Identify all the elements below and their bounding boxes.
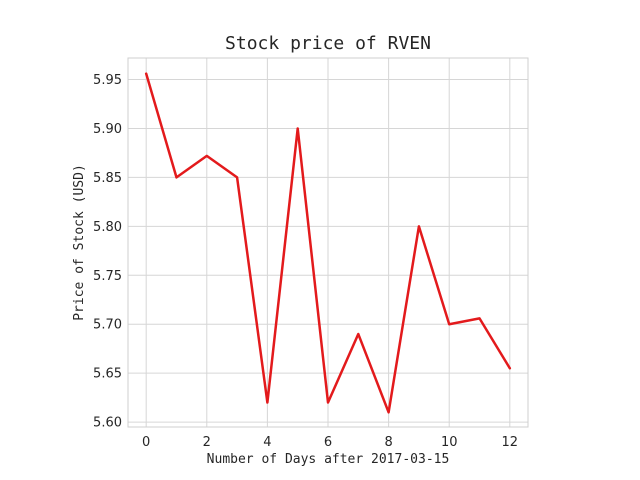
x-tick-labels: 0 2 4 6 8 10 12: [142, 435, 518, 450]
x-tick-label: 8: [384, 435, 392, 450]
price-series-line: [144, 72, 512, 414]
x-tick-label: 4: [263, 435, 271, 450]
x-tick-label: 2: [203, 435, 211, 450]
plot-frame: [127, 57, 529, 428]
grid: [128, 58, 528, 427]
x-tick-label: 0: [142, 435, 150, 450]
chart-title: Stock price of RVEN: [225, 33, 431, 54]
y-tick-label: 5.70: [93, 318, 122, 333]
x-tick-label: 12: [502, 435, 519, 450]
x-tick-label: 10: [441, 435, 458, 450]
y-tick-labels: 5.60 5.65 5.70 5.75 5.80 5.85 5.90 5.95: [93, 73, 122, 431]
series-layer: [144, 72, 512, 414]
y-tick-label: 5.60: [93, 416, 122, 431]
y-tick-label: 5.85: [93, 171, 122, 186]
x-axis-label: Number of Days after 2017-03-15: [207, 452, 450, 467]
y-tick-label: 5.80: [93, 220, 122, 235]
y-tick-label: 5.65: [93, 367, 122, 382]
y-tick-label: 5.90: [93, 122, 122, 137]
y-tick-label: 5.75: [93, 269, 122, 284]
y-tick-label: 5.95: [93, 73, 122, 88]
y-axis-label: Price of Stock (USD): [72, 164, 87, 321]
x-tick-label: 6: [324, 435, 332, 450]
